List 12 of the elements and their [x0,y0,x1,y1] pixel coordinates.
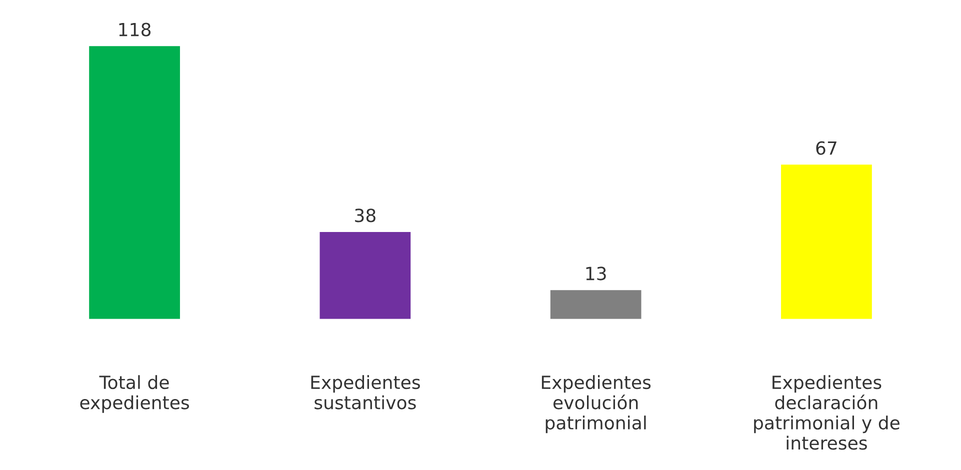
x-tick-label: Expedientes sustantivos [311,375,420,410]
bar [780,163,874,320]
bar [88,44,182,320]
x-tick-label: Total de expedientes [80,375,189,413]
data-label: 13 [586,266,606,280]
bar [548,288,643,320]
x-tick-label: Expedientes evolución patrimonial [542,375,651,434]
bar [318,230,412,320]
data-label: 67 [816,141,836,155]
x-tick-label: Expedientes declaración patrimonial y de intereses [754,375,900,450]
data-label: 118 [119,22,151,36]
data-label: 38 [355,208,376,222]
